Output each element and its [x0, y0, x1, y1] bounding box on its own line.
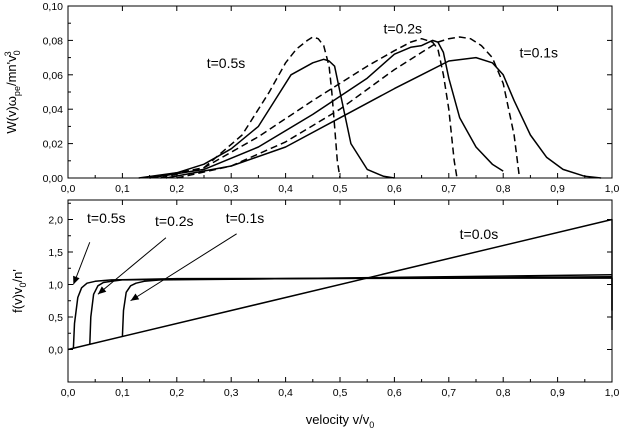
y-tick-label: 0,04: [43, 104, 64, 116]
y-tick-label: 1,5: [48, 247, 63, 259]
y-tick-label: 0,00: [43, 173, 64, 185]
x-tick-label: 0,1: [115, 183, 130, 195]
x-tick-label: 0,6: [387, 183, 402, 195]
y-tick-label: 0,10: [43, 1, 64, 13]
x-tick-label: 0,3: [224, 387, 239, 399]
curve-label-3: t=0.1s: [520, 45, 559, 61]
x-tick-label: 0,5: [333, 387, 348, 399]
arrow-head-1: [73, 275, 80, 285]
y-tick-label: 0,5: [48, 312, 63, 324]
y-tick-label: 0,0: [48, 345, 63, 357]
curve-label-1: t=0.5s: [207, 55, 246, 71]
x-tick-label: 0,8: [496, 387, 511, 399]
curve-label-2: t=0.2s: [384, 21, 423, 37]
series-line-2: [149, 39, 504, 179]
x-tick-label: 1,0: [605, 387, 620, 399]
x-tick-label: 0,2: [169, 387, 184, 399]
series-line-3: [165, 56, 602, 179]
x-tick-label: 0,0: [61, 387, 76, 399]
y-tick-label: 0,02: [43, 139, 64, 151]
annotation-arrow-2: [97, 237, 167, 295]
series-line-3: [89, 275, 613, 345]
arrow-head-3: [130, 293, 140, 301]
x-tick-label: 0,9: [550, 183, 565, 195]
plot-frame: [67, 199, 613, 383]
series-line-4: [121, 274, 613, 337]
x-tick-label: 0,7: [441, 387, 456, 399]
curve-label-1: t=0.5s: [87, 210, 126, 226]
series-line-1: [138, 58, 395, 179]
x-tick-label: 0,1: [115, 387, 130, 399]
y-tick-label: 1,0: [48, 280, 63, 292]
series-line-4: [149, 36, 341, 179]
y-axis-label: f(v)v0/n': [10, 269, 28, 313]
x-tick-label: 1,0: [605, 183, 620, 195]
arrow-head-2: [97, 286, 107, 295]
y-tick-label: 2,0: [48, 215, 63, 227]
x-tick-label: 0,7: [441, 183, 456, 195]
curve-label-3: t=0.1s: [226, 210, 265, 226]
x-tick-label: 0,9: [550, 387, 565, 399]
annotation-arrow-3: [130, 233, 237, 302]
chart-panel-2: 0,0 0,1 0,2 0,3 0,4 0,5 0,6 0,7 0,8 0,9 1,0 0,0 0,5 1…: [10, 199, 620, 430]
x-axis-label: velocity v/v0: [306, 412, 375, 430]
y-axis-label: W(v)ωpe/mn'v03: [3, 50, 22, 133]
y-tick-label: 0,06: [43, 70, 64, 82]
x-tick-label: 0,2: [169, 183, 184, 195]
curve-label-4: t=0.0s: [460, 226, 499, 242]
x-tick-label: 0,4: [278, 183, 293, 195]
series-line-5: [160, 37, 458, 179]
x-tick-label: 0,3: [224, 183, 239, 195]
x-tick-label: 0,5: [333, 183, 348, 195]
series-line-1: [67, 218, 613, 351]
series-line-2: [72, 277, 613, 349]
x-tick-label: 0,4: [278, 387, 293, 399]
x-tick-label: 0,8: [496, 183, 511, 195]
y-tick-label: 0,08: [43, 35, 64, 47]
x-tick-label: 0,6: [387, 387, 402, 399]
curve-label-2: t=0.2s: [155, 213, 194, 229]
x-tick-label: 0,0: [61, 183, 76, 195]
chart-panel-1: 0,0 0,1 0,2 0,3 0,4 0,5 0,6 0,7 0,8 0,9 1,0 0,00 0,0…: [3, 1, 619, 195]
series-line-6: [176, 36, 521, 179]
